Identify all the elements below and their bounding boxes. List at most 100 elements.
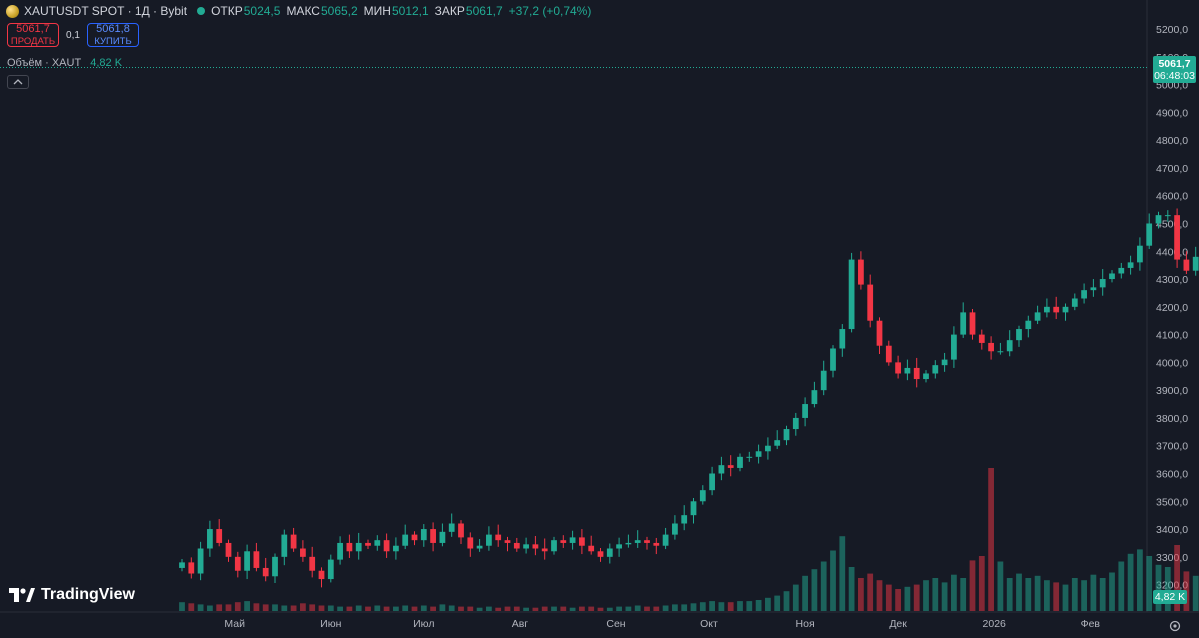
volume-bar xyxy=(383,606,390,611)
tradingview-logo[interactable]: TradingView xyxy=(9,586,135,604)
candle-body xyxy=(1174,215,1180,260)
volume-bar xyxy=(839,536,846,611)
tradingview-logo-icon xyxy=(9,588,35,602)
time-axis-label: Ноя xyxy=(796,618,815,630)
volume-bar xyxy=(774,595,781,611)
time-axis-label: Июн xyxy=(320,618,341,630)
volume-bar xyxy=(281,605,288,611)
candle-body xyxy=(1044,306,1050,313)
candle-body xyxy=(746,456,753,458)
volume-bar xyxy=(551,606,557,611)
volume-bar xyxy=(644,606,650,611)
candle-body xyxy=(588,545,595,552)
volume-bar xyxy=(337,606,343,611)
last-price-tag: 5061,7 06:48:03 xyxy=(1153,56,1196,83)
volume-bar xyxy=(802,575,808,611)
price-axis-tick-label: 3900,0 xyxy=(1156,385,1188,397)
candle-body xyxy=(672,523,678,535)
candle-body xyxy=(541,548,548,552)
candle-body xyxy=(272,556,278,577)
volume-bar xyxy=(1109,572,1115,611)
volume-bar xyxy=(569,607,576,611)
price-axis-tick-label: 4300,0 xyxy=(1156,274,1188,286)
candle-body xyxy=(867,284,874,321)
candle-body xyxy=(755,451,762,457)
volume-bar xyxy=(327,605,334,611)
candle-body xyxy=(895,362,901,374)
price-axis-tick-label: 3400,0 xyxy=(1156,524,1188,536)
volume-bar xyxy=(727,602,734,611)
buy-button[interactable]: 5061,8 КУПИТЬ xyxy=(87,23,139,47)
volume-bar xyxy=(272,604,278,611)
candle-body xyxy=(941,359,948,366)
candle-body xyxy=(699,490,706,502)
volume-bar xyxy=(1006,578,1013,611)
candle-body xyxy=(811,390,818,405)
candle-body xyxy=(411,534,418,541)
volume-bar xyxy=(830,550,836,611)
volume-bar xyxy=(848,567,855,611)
candle-body xyxy=(234,556,241,571)
candle-body xyxy=(179,562,185,568)
candle-body xyxy=(885,345,892,363)
volume-bar xyxy=(439,604,446,611)
volume-bar xyxy=(755,600,762,611)
candle-body xyxy=(532,544,539,549)
candle-body xyxy=(207,529,213,549)
volume-bar xyxy=(1016,573,1022,611)
sell-price: 5061,7 xyxy=(16,22,50,35)
candle-body xyxy=(1062,306,1069,313)
candle-body xyxy=(1127,262,1134,268)
gear-icon xyxy=(1169,620,1181,632)
sell-button[interactable]: 5061,7 ПРОДАТЬ xyxy=(7,23,59,47)
volume-bar xyxy=(532,607,539,611)
candle-body xyxy=(988,342,994,352)
candle-body xyxy=(560,540,567,543)
candle-body xyxy=(1025,320,1032,330)
volume-bar xyxy=(820,561,827,611)
volume-indicator-legend[interactable]: Объём · XAUT 4,82 K xyxy=(7,57,122,69)
candle-body xyxy=(690,501,697,516)
candle-body xyxy=(430,529,436,543)
ohlc-high-label: МАКС xyxy=(286,4,320,18)
candle-body xyxy=(402,534,409,546)
candle-body xyxy=(1006,340,1013,352)
candle-body xyxy=(420,529,427,541)
volume-bar xyxy=(476,607,483,611)
price-axis-tick-label: 3500,0 xyxy=(1156,496,1188,508)
volume-bar xyxy=(253,603,260,611)
candle-body xyxy=(606,548,613,557)
candle-body xyxy=(262,567,269,577)
volume-bar xyxy=(783,591,790,611)
brand-name: TradingView xyxy=(41,586,135,603)
last-price-value: 5061,7 xyxy=(1158,57,1191,70)
volume-bar xyxy=(234,602,241,611)
candle-body xyxy=(1016,329,1022,341)
volume-bar xyxy=(737,601,743,611)
candle-body xyxy=(858,259,864,285)
axis-settings-button[interactable] xyxy=(1168,619,1182,633)
volume-bar xyxy=(579,606,585,611)
candle-body xyxy=(923,373,929,380)
volume-bar xyxy=(876,580,883,611)
candle-body xyxy=(1183,259,1190,271)
price-axis-tick-label: 4000,0 xyxy=(1156,357,1188,369)
volume-bar xyxy=(969,560,976,611)
volume-bar xyxy=(365,606,371,611)
candle-body xyxy=(597,551,604,557)
candle-body xyxy=(290,534,297,549)
volume-bar xyxy=(885,584,892,611)
ohlc-change-value: +37,2 (+0,74%) xyxy=(508,4,592,18)
price-axis-tick-label: 4800,0 xyxy=(1156,135,1188,147)
volume-bar xyxy=(179,602,185,611)
symbol-title[interactable]: XAUTUSDT SPOT · 1Д · Bybit xyxy=(24,4,188,18)
volume-bar xyxy=(458,606,464,611)
volume-bar xyxy=(309,604,316,611)
volume-bar xyxy=(1164,567,1171,611)
volume-bar xyxy=(1053,582,1060,611)
volume-bar xyxy=(672,604,678,611)
volume-bar xyxy=(1090,574,1097,611)
collapse-legend-button[interactable] xyxy=(7,75,29,89)
volume-bar xyxy=(690,603,697,611)
